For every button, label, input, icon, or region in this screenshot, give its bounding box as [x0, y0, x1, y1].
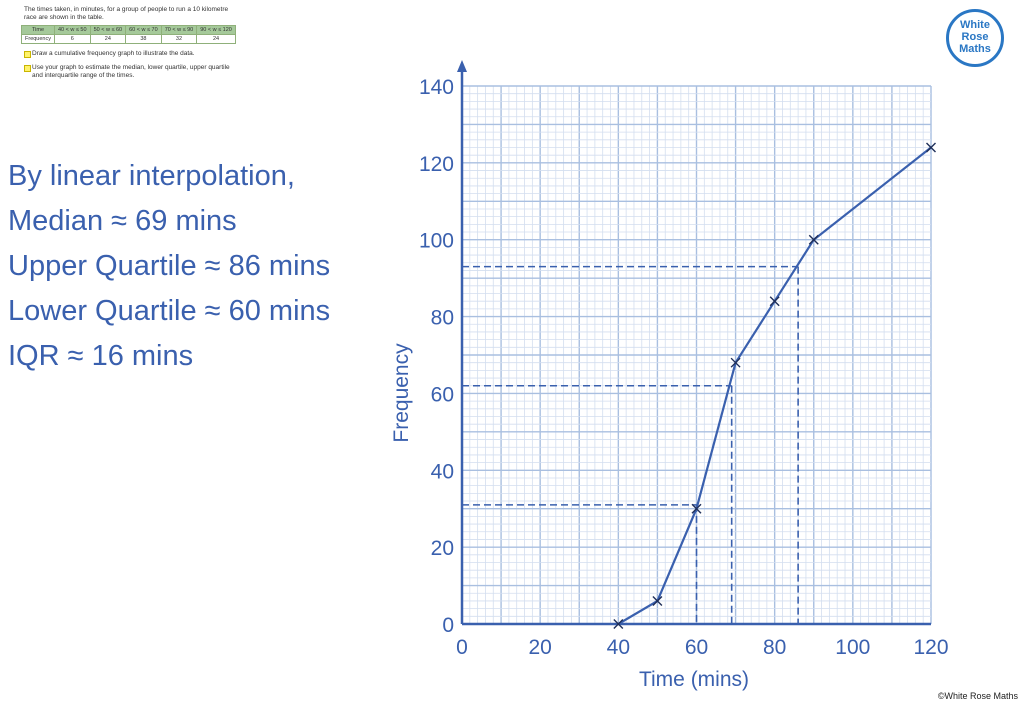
x-axis-label: Time (mins)	[639, 668, 749, 691]
logo-line: White	[960, 19, 990, 31]
white-rose-maths-logo: White Rose Maths	[946, 9, 1004, 67]
x-tick-label: 0	[456, 636, 468, 659]
question-bullet: Draw a cumulative frequency graph to ill…	[24, 50, 234, 58]
results-line: Median ≈ 69 mins	[8, 205, 237, 237]
chart-axes	[457, 60, 931, 626]
bullet-box-icon	[24, 65, 31, 72]
y-tick-label: 80	[431, 307, 454, 330]
data-point	[769, 296, 780, 307]
question-intro: The times taken, in minutes, for a group…	[24, 6, 229, 21]
x-tick-label: 40	[607, 636, 630, 659]
results-text: By linear interpolation, Median ≈ 69 min…	[8, 154, 330, 379]
data-point-mark	[613, 619, 624, 629]
bullet-box-icon	[24, 51, 31, 58]
x-tick-label: 60	[685, 636, 708, 659]
y-tick-label: 60	[431, 383, 454, 406]
chart-series	[613, 142, 936, 629]
data-point-mark	[730, 357, 741, 368]
question-bullet: Use your graph to estimate the median, l…	[24, 64, 234, 80]
y-tick-label: 120	[419, 153, 454, 176]
x-tick-label: 120	[913, 636, 948, 659]
logo-text: White Rose Maths	[949, 19, 1001, 55]
frequency-table: Time 40 < w ≤ 50 50 < w ≤ 60 60 < w ≤ 70…	[21, 25, 236, 44]
y-tick-label: 20	[431, 537, 454, 560]
table-row: Frequency 6 24 38 32 24	[21, 34, 236, 44]
x-tick-label: 20	[528, 636, 551, 659]
question-panel: The times taken, in minutes, for a group…	[21, 6, 236, 86]
data-point	[652, 595, 663, 606]
results-line: Lower Quartile ≈ 60 mins	[8, 295, 331, 327]
data-point	[613, 619, 624, 629]
data-point-mark	[691, 503, 702, 514]
x-tick-label: 100	[835, 636, 870, 659]
y-axis-label: Frequency	[390, 343, 413, 443]
bullet-text: Use your graph to estimate the median, l…	[32, 64, 230, 79]
results-line: IQR ≈ 16 mins	[8, 340, 194, 372]
logo-line: Maths	[959, 43, 991, 55]
table-cell: 24	[196, 34, 236, 44]
y-tick-label: 0	[442, 614, 454, 637]
data-point-mark	[652, 595, 663, 606]
copyright-text: ©White Rose Maths	[937, 691, 1018, 701]
table-row-label: Frequency	[21, 34, 55, 44]
y-tick-label: 140	[419, 76, 454, 99]
chart-labels: 0 20 40 60 80 100 120 0 20 40 60 80 100 120 140 Time (m…	[390, 76, 949, 691]
results-line: By linear interpolation,	[8, 160, 295, 192]
results-line: Upper Quartile ≈ 86 mins	[8, 250, 331, 282]
data-point-mark	[769, 296, 780, 307]
y-tick-label: 40	[431, 460, 454, 483]
chart-grid	[461, 85, 932, 625]
data-point	[730, 357, 741, 368]
bullet-text: Draw a cumulative frequency graph to ill…	[32, 50, 195, 57]
logo-line: Rose	[961, 31, 989, 43]
y-axis-arrow-icon	[457, 60, 467, 72]
data-point-mark	[808, 234, 819, 245]
data-point	[808, 234, 819, 245]
data-point-mark	[926, 142, 936, 153]
y-tick-label: 100	[419, 230, 454, 253]
x-tick-label: 80	[763, 636, 786, 659]
data-point	[926, 142, 936, 153]
guide-lines	[462, 265, 799, 624]
data-point	[691, 503, 702, 514]
